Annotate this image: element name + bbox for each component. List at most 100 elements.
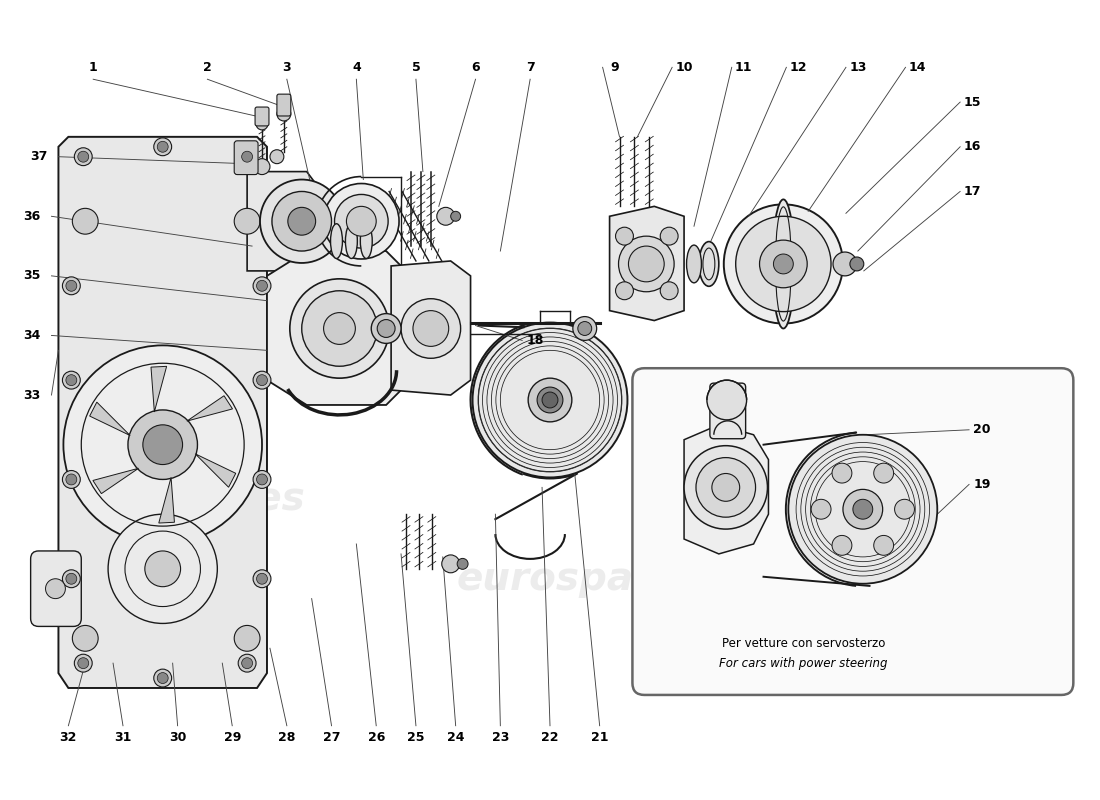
Circle shape <box>334 194 388 248</box>
Circle shape <box>73 626 98 651</box>
Circle shape <box>75 148 92 166</box>
Circle shape <box>256 118 268 130</box>
Circle shape <box>789 434 937 584</box>
Text: 7: 7 <box>526 61 535 74</box>
FancyBboxPatch shape <box>710 383 746 438</box>
Text: 4: 4 <box>352 61 361 74</box>
Circle shape <box>578 322 592 335</box>
Circle shape <box>254 158 270 174</box>
Circle shape <box>852 499 872 519</box>
Text: 9: 9 <box>610 61 619 74</box>
Circle shape <box>145 551 180 586</box>
Text: 13: 13 <box>849 61 867 74</box>
Text: 15: 15 <box>964 95 981 109</box>
Circle shape <box>616 227 634 245</box>
Circle shape <box>628 246 664 282</box>
Circle shape <box>618 236 674 292</box>
Text: 20: 20 <box>974 423 991 436</box>
Circle shape <box>108 514 218 623</box>
Text: 23: 23 <box>492 731 509 744</box>
Circle shape <box>573 317 596 341</box>
Ellipse shape <box>330 224 342 258</box>
Circle shape <box>616 282 634 300</box>
Polygon shape <box>92 468 139 494</box>
Circle shape <box>323 313 355 344</box>
FancyBboxPatch shape <box>632 368 1074 695</box>
Circle shape <box>63 470 80 488</box>
Circle shape <box>242 151 253 162</box>
Circle shape <box>458 558 469 570</box>
Circle shape <box>157 673 168 683</box>
Text: 21: 21 <box>591 731 608 744</box>
Polygon shape <box>90 402 130 435</box>
Text: 26: 26 <box>367 731 385 744</box>
Circle shape <box>773 254 793 274</box>
Ellipse shape <box>686 245 702 283</box>
Polygon shape <box>187 396 232 421</box>
Text: eurospares: eurospares <box>456 560 703 598</box>
Circle shape <box>832 463 851 483</box>
Polygon shape <box>151 366 166 412</box>
Circle shape <box>66 474 77 485</box>
Circle shape <box>66 574 77 584</box>
Circle shape <box>75 654 92 672</box>
FancyBboxPatch shape <box>255 107 270 126</box>
Text: 14: 14 <box>909 61 926 74</box>
Text: 25: 25 <box>407 731 425 744</box>
Circle shape <box>684 446 768 529</box>
Circle shape <box>253 570 271 588</box>
Circle shape <box>660 282 678 300</box>
Circle shape <box>277 107 290 121</box>
Circle shape <box>66 280 77 291</box>
Circle shape <box>873 535 893 555</box>
Circle shape <box>811 499 830 519</box>
Ellipse shape <box>698 242 718 286</box>
Circle shape <box>707 380 747 420</box>
Circle shape <box>63 277 80 294</box>
Text: 29: 29 <box>223 731 241 744</box>
Circle shape <box>78 151 89 162</box>
Circle shape <box>301 290 377 366</box>
Circle shape <box>154 669 172 687</box>
Text: 18: 18 <box>527 334 543 347</box>
Circle shape <box>843 490 882 529</box>
Circle shape <box>833 252 857 276</box>
Circle shape <box>63 570 80 588</box>
Text: 6: 6 <box>471 61 480 74</box>
Text: 28: 28 <box>278 731 296 744</box>
Circle shape <box>239 148 256 166</box>
Circle shape <box>660 227 678 245</box>
Circle shape <box>253 371 271 389</box>
Polygon shape <box>684 425 769 554</box>
Text: 32: 32 <box>59 731 77 744</box>
Circle shape <box>272 191 331 251</box>
Polygon shape <box>267 251 411 405</box>
Text: 1: 1 <box>89 61 98 74</box>
Polygon shape <box>248 171 321 271</box>
Circle shape <box>239 654 256 672</box>
FancyBboxPatch shape <box>277 94 290 116</box>
Circle shape <box>537 387 563 413</box>
Text: For cars with power steering: For cars with power steering <box>719 657 888 670</box>
Circle shape <box>894 499 914 519</box>
Circle shape <box>270 150 284 164</box>
Circle shape <box>234 208 260 234</box>
Circle shape <box>724 204 843 323</box>
Text: 34: 34 <box>23 329 41 342</box>
Text: 30: 30 <box>169 731 186 744</box>
Text: 11: 11 <box>735 61 752 74</box>
Circle shape <box>157 142 168 152</box>
Circle shape <box>242 658 253 669</box>
Polygon shape <box>195 454 235 487</box>
Ellipse shape <box>361 224 372 258</box>
Circle shape <box>873 463 893 483</box>
Ellipse shape <box>772 199 794 329</box>
Text: 17: 17 <box>964 185 981 198</box>
Circle shape <box>234 626 260 651</box>
Text: 12: 12 <box>790 61 807 74</box>
Text: 33: 33 <box>23 389 41 402</box>
Circle shape <box>346 206 376 236</box>
Text: 19: 19 <box>974 478 991 491</box>
Circle shape <box>542 392 558 408</box>
Circle shape <box>64 346 262 544</box>
